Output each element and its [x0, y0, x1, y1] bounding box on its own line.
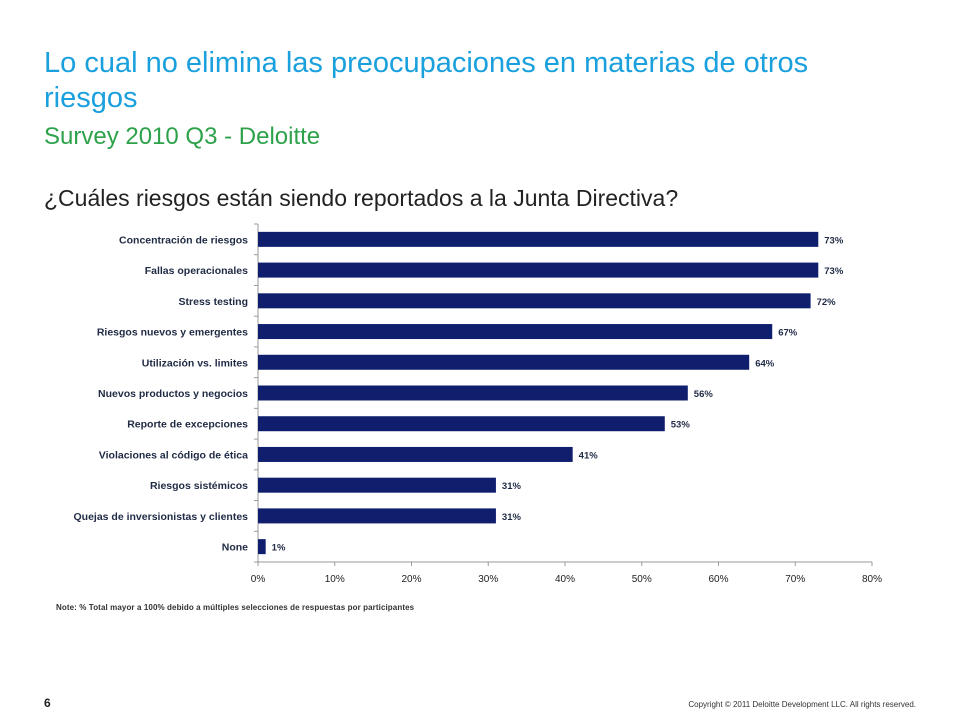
category-label: Stress testing [179, 296, 248, 308]
bar [258, 416, 665, 432]
bar [258, 293, 811, 309]
bar [258, 231, 819, 247]
category-label: Reporte de excepciones [127, 419, 248, 431]
data-label: 73% [824, 235, 844, 246]
category-label: Fallas operacionales [145, 265, 248, 277]
data-label: 53% [671, 420, 691, 431]
category-label: Riesgos sistémicos [150, 480, 248, 492]
category-label: Utilización vs. limites [142, 357, 248, 369]
data-label: 31% [502, 481, 522, 492]
slide-subtitle: Survey 2010 Q3 - Deloitte [44, 123, 321, 150]
copyright-notice: Copyright © 2011 Deloitte Development LL… [688, 700, 916, 709]
chart-question: ¿Cuáles riesgos están siendo reportados … [44, 185, 679, 211]
category-label: Concentración de riesgos [119, 234, 248, 246]
data-label: 73% [824, 266, 844, 277]
category-label: Nuevos productos y negocios [98, 388, 248, 400]
bar [258, 324, 773, 340]
data-label: 67% [778, 328, 798, 339]
x-tick-label: 60% [708, 574, 728, 585]
data-label: 41% [579, 450, 599, 461]
x-tick-label: 20% [401, 574, 421, 585]
bar [258, 385, 688, 401]
category-label: None [222, 542, 248, 554]
slide-title: Lo cual no elimina las preocupaciones en… [44, 47, 809, 114]
bar [258, 446, 573, 462]
page-number: 6 [44, 696, 51, 710]
x-tick-label: 40% [555, 574, 575, 585]
bar [258, 508, 496, 524]
x-tick-label: 70% [785, 574, 805, 585]
data-label: 64% [755, 358, 775, 369]
footnote: Note: % Total mayor a 100% debido a múlt… [56, 603, 415, 612]
data-label: 31% [502, 512, 522, 523]
x-tick-label: 0% [251, 574, 266, 585]
category-label: Quejas de inversionistas y clientes [74, 511, 249, 523]
bar [258, 539, 266, 555]
bar [258, 354, 750, 370]
x-tick-label: 50% [632, 574, 652, 585]
category-label: Violaciones al código de ética [99, 449, 248, 461]
category-label: Riesgos nuevos y emergentes [97, 327, 248, 339]
bar [258, 262, 819, 278]
bar [258, 477, 496, 493]
data-label: 72% [817, 297, 837, 308]
data-label: 1% [272, 543, 286, 554]
x-tick-label: 80% [862, 574, 882, 585]
data-label: 56% [694, 389, 714, 400]
x-tick-label: 30% [478, 574, 498, 585]
x-tick-label: 10% [325, 574, 345, 585]
